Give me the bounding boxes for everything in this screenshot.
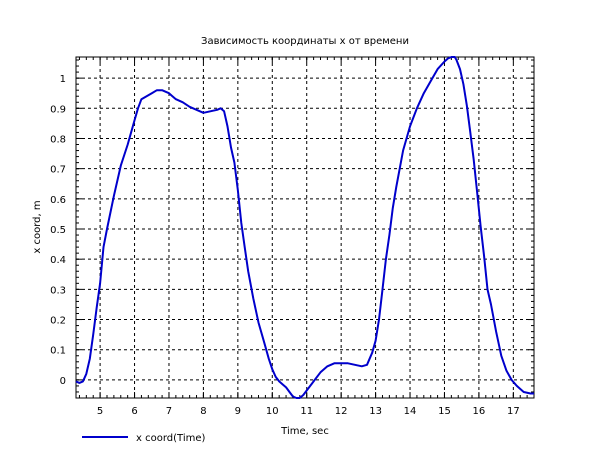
y-tick-label: 0.9 (50, 104, 66, 115)
x-tick-label: 17 (507, 406, 520, 417)
y-tick-label: 0.8 (50, 134, 66, 145)
x-tick-label: 12 (335, 406, 348, 417)
y-axis-label: x coord, m (32, 200, 43, 253)
y-tick-label: 1 (60, 74, 66, 85)
y-tick-label: 0.5 (50, 225, 66, 236)
x-tick-label: 14 (404, 406, 417, 417)
legend-label: x coord(Time) (136, 433, 205, 444)
series-line (75, 56, 534, 399)
y-tick-label: 0 (60, 376, 66, 387)
grid-lines (76, 57, 534, 398)
y-tick-label: 0.4 (50, 255, 66, 266)
y-tick-label: 0.3 (50, 285, 66, 296)
x-tick-label: 6 (131, 406, 137, 417)
x-tick-label: 15 (438, 406, 451, 417)
x-tick-label: 7 (166, 406, 172, 417)
y-tick-label: 0.1 (50, 346, 66, 357)
legend: x coord(Time) (82, 433, 205, 444)
x-tick-label: 16 (473, 406, 486, 417)
y-tick-label: 0.6 (50, 195, 66, 206)
x-tick-label: 5 (97, 406, 103, 417)
chart-title: Зависимость координаты x от времени (201, 36, 409, 47)
x-axis-label: Time, sec (280, 426, 329, 437)
x-tick-label: 9 (235, 406, 241, 417)
x-tick-label: 13 (369, 406, 382, 417)
x-axis: 5 6 7 8 9 10 11 12 13 14 15 16 17 (78, 57, 535, 417)
y-tick-label: 0.2 (50, 316, 66, 327)
y-tick-label: 0.7 (50, 165, 66, 176)
y-axis: 0 0.1 0.2 0.3 0.4 0.5 0.6 0.7 0.8 0.9 1 (50, 59, 534, 399)
series-group (75, 56, 534, 399)
plot-area-frame (75, 56, 535, 399)
x-tick-label: 10 (266, 406, 279, 417)
x-tick-label: 11 (300, 406, 313, 417)
x-tick-label: 8 (200, 406, 206, 417)
